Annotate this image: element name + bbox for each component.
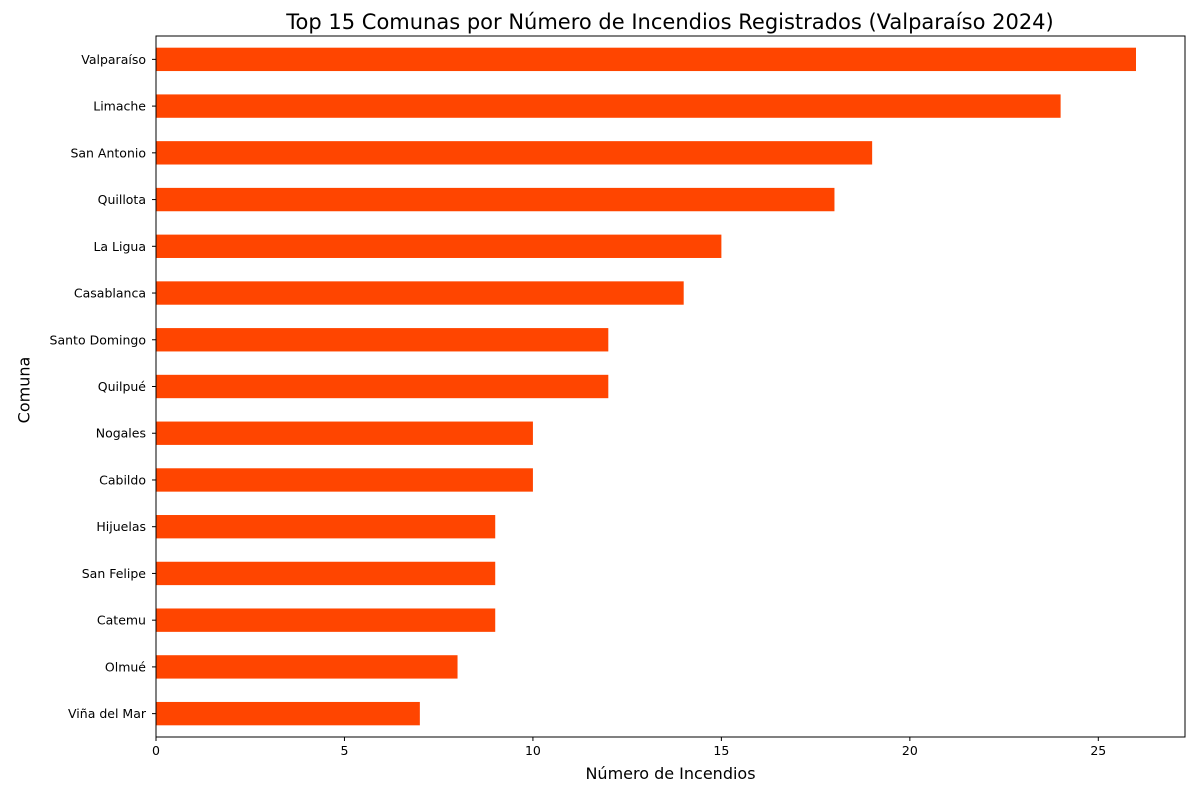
chart-title: Top 15 Comunas por Número de Incendios R… bbox=[286, 10, 1054, 34]
y-tick-label: Casablanca bbox=[74, 286, 146, 301]
bar-5 bbox=[156, 281, 684, 305]
y-tick-label: La Ligua bbox=[93, 239, 146, 254]
bar-4 bbox=[156, 234, 722, 258]
y-tick-label: Quilpué bbox=[98, 379, 147, 394]
y-tick-label: Catemu bbox=[97, 613, 146, 628]
bar-7 bbox=[156, 374, 609, 399]
x-axis-label: Número de Incendios bbox=[585, 764, 756, 783]
bar-3 bbox=[156, 187, 835, 212]
x-tick-label: 25 bbox=[1090, 743, 1106, 758]
x-tick-label: 20 bbox=[902, 743, 918, 758]
bar-0 bbox=[156, 47, 1136, 72]
y-tick-label: Viña del Mar bbox=[68, 706, 147, 721]
y-tick-label: Valparaíso bbox=[81, 52, 146, 67]
y-tick-label: San Antonio bbox=[70, 145, 146, 160]
y-tick-label: Olmué bbox=[105, 659, 146, 674]
bar-2 bbox=[156, 141, 873, 165]
bar-14 bbox=[156, 701, 420, 726]
bar-13 bbox=[156, 655, 458, 679]
bar-1 bbox=[156, 94, 1061, 118]
x-tick-label: 15 bbox=[713, 743, 729, 758]
y-ticks: Valparaíso Limache San Antonio Quillota La L… bbox=[50, 52, 156, 721]
plot-frame bbox=[155, 35, 1186, 738]
bar-6 bbox=[156, 328, 609, 352]
y-tick-label: Quillota bbox=[98, 192, 146, 207]
x-tick-label: 0 bbox=[152, 743, 160, 758]
y-tick-label: Hijuelas bbox=[96, 519, 146, 534]
bar-10 bbox=[156, 515, 496, 539]
bars-layer bbox=[156, 47, 1136, 726]
y-tick-label: Nogales bbox=[96, 426, 146, 441]
bar-12 bbox=[156, 608, 496, 632]
x-tick-label: 5 bbox=[340, 743, 348, 758]
y-tick-label: Cabildo bbox=[99, 472, 146, 487]
y-tick-label: Limache bbox=[93, 99, 146, 114]
y-tick-label: San Felipe bbox=[82, 566, 147, 581]
bar-9 bbox=[156, 468, 533, 492]
bar-11 bbox=[156, 561, 496, 586]
y-tick-label: Santo Domingo bbox=[50, 332, 146, 347]
bar-8 bbox=[156, 421, 533, 445]
x-tick-label: 10 bbox=[525, 743, 541, 758]
x-ticks: 0 5 10 15 20 25 bbox=[152, 737, 1106, 758]
